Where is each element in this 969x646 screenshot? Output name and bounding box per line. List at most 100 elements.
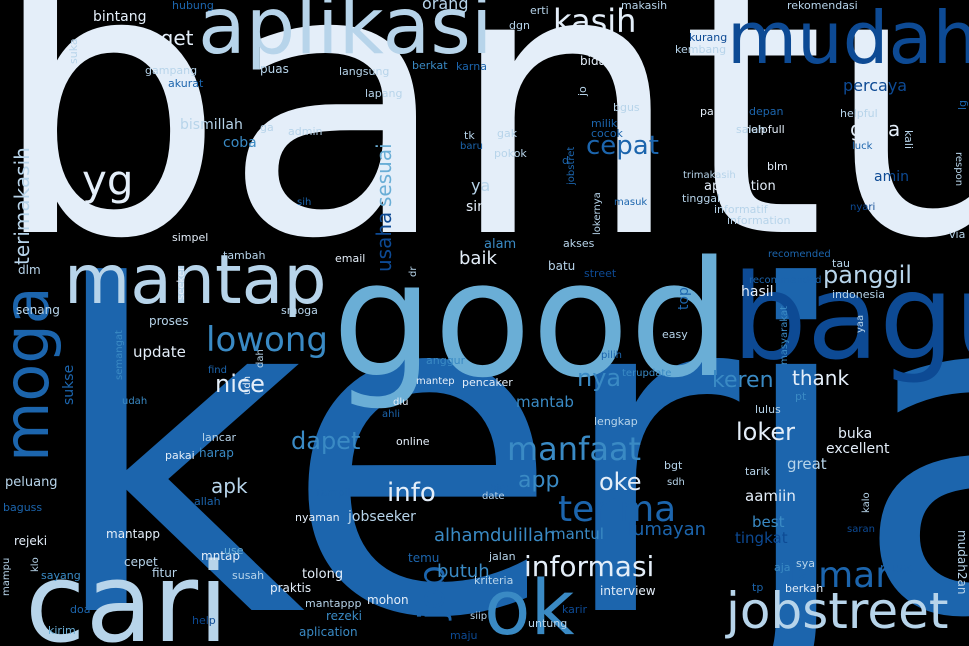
word: allah xyxy=(194,495,221,508)
word: nyari xyxy=(850,202,876,213)
word: lapang xyxy=(365,87,403,100)
word: banget xyxy=(123,26,194,50)
word: akurat xyxy=(168,77,204,90)
word: dgn xyxy=(509,19,530,32)
word: coba xyxy=(223,135,257,151)
word: jalan xyxy=(489,550,516,563)
word: harap xyxy=(199,446,234,460)
word: hubung xyxy=(172,0,214,12)
word: lumayan xyxy=(628,519,707,540)
word: saran xyxy=(847,524,875,535)
word: manfaat xyxy=(507,430,642,468)
word: maju xyxy=(450,629,478,642)
word: oke xyxy=(599,468,642,496)
word: rejeki xyxy=(14,534,48,548)
word: helpfull xyxy=(744,123,785,136)
word: udh xyxy=(242,375,253,395)
word: aja xyxy=(774,561,791,574)
word: ok xyxy=(484,563,575,646)
word: bgus xyxy=(613,101,640,114)
word: lokernya xyxy=(592,192,603,235)
word: aplication xyxy=(299,625,358,639)
word: cepet xyxy=(124,555,158,569)
word: sesuai xyxy=(372,143,396,207)
word: sya xyxy=(796,557,815,570)
word: informasi xyxy=(524,550,655,583)
word: baguss xyxy=(3,501,43,514)
word: information xyxy=(727,214,791,227)
word: jo xyxy=(576,86,589,96)
word: guna xyxy=(850,117,901,141)
word: jobseeker xyxy=(348,509,416,525)
word: proses xyxy=(149,314,189,328)
word: simple xyxy=(466,199,513,215)
word: excellent xyxy=(826,441,890,457)
word: peluang xyxy=(5,475,58,490)
word: aamiin xyxy=(745,487,796,505)
word: lowong xyxy=(206,320,328,360)
word: ga xyxy=(260,121,274,134)
word: via xyxy=(949,228,966,241)
word: help xyxy=(192,614,216,627)
word: baik xyxy=(459,248,497,269)
word: tau xyxy=(832,257,851,270)
word: fitur xyxy=(152,566,177,580)
word: apk xyxy=(211,474,248,498)
word: dlm xyxy=(18,263,41,277)
word: cv xyxy=(866,63,879,76)
word: praktis xyxy=(270,581,312,595)
word: street xyxy=(584,267,617,280)
word: biar xyxy=(490,483,510,494)
word: pakai xyxy=(165,449,195,462)
word: seeker xyxy=(176,266,187,300)
word: rekomendasi xyxy=(787,0,858,12)
word: lengkap xyxy=(594,415,638,428)
word: use xyxy=(224,544,244,557)
word: terupdate xyxy=(622,368,672,379)
word: butuh xyxy=(437,561,490,582)
word: tolong xyxy=(302,567,344,582)
word: rezeki xyxy=(326,609,363,623)
word: thank xyxy=(792,366,850,390)
word: makasih xyxy=(621,0,668,12)
word: good xyxy=(332,226,731,413)
word: indonesia xyxy=(832,288,886,301)
word: alhamdulillah xyxy=(434,525,556,546)
word: tp xyxy=(752,581,764,594)
word: mudah2an xyxy=(955,530,969,595)
word: trimakasih xyxy=(683,170,736,181)
word: respon xyxy=(953,152,964,187)
word: kasih xyxy=(553,2,637,40)
word: ya xyxy=(471,176,491,195)
word: kerja xyxy=(45,193,969,646)
word: smoga xyxy=(281,304,318,317)
word: nyaman xyxy=(295,511,340,524)
word: udah xyxy=(122,396,148,407)
word: info xyxy=(387,478,436,508)
word: keren xyxy=(712,368,774,393)
word: mampu xyxy=(1,557,12,596)
word: kembang xyxy=(675,43,727,56)
word: tambah xyxy=(223,249,266,262)
word: sukse xyxy=(61,364,77,405)
word: karir xyxy=(562,603,588,616)
word: mantappp xyxy=(305,597,362,610)
word: bagus xyxy=(732,248,969,386)
word: percaya xyxy=(843,76,908,95)
word: sayang xyxy=(41,569,81,582)
word: muas xyxy=(880,561,913,575)
word: cocok xyxy=(591,127,623,140)
word: bantu xyxy=(0,0,969,320)
word: easy xyxy=(662,328,688,341)
word: interview xyxy=(600,584,656,598)
word: kalo xyxy=(861,492,872,513)
word: jobstreet xyxy=(726,582,949,640)
word: buka xyxy=(838,426,873,442)
word: langsung xyxy=(339,65,390,78)
word: simpel xyxy=(172,231,209,244)
word: pencaker xyxy=(462,376,513,389)
word: mantapp xyxy=(106,527,160,541)
word: email xyxy=(335,252,366,265)
word: helpful xyxy=(840,107,878,120)
